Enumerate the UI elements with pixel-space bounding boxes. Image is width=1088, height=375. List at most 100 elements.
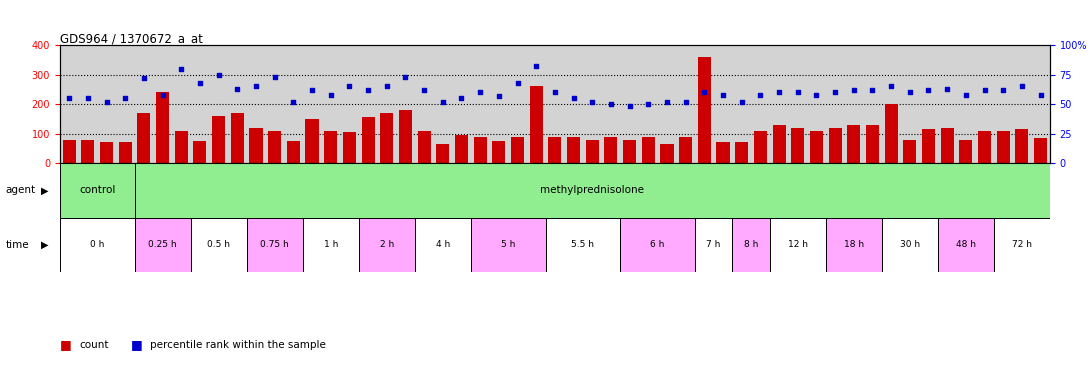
Text: ▶: ▶ [41,240,49,250]
Point [285,99,302,105]
Point [845,87,863,93]
Text: 0.25 h: 0.25 h [148,240,177,249]
Bar [604,136,618,163]
Text: 48 h: 48 h [956,240,976,249]
Bar [380,113,393,163]
Point [304,87,321,93]
Bar [361,117,374,163]
Point [98,99,115,105]
Point [135,75,152,81]
Point [827,89,844,95]
Point [583,99,601,105]
Bar [415,217,471,272]
Bar [302,217,359,272]
Bar [492,141,505,163]
Bar [772,125,786,163]
Bar [885,104,898,163]
Point [695,89,713,95]
Bar [941,128,954,163]
Bar [585,140,598,163]
Bar [732,217,769,272]
Bar [455,135,468,163]
Bar [471,217,545,272]
Text: control: control [79,185,115,195]
Bar [848,125,861,163]
Point [453,95,470,101]
Bar [60,163,135,218]
Point [677,99,694,105]
Bar [791,128,804,163]
Bar [530,86,543,163]
Bar [769,217,826,272]
Point [901,89,918,95]
Point [864,87,881,93]
Text: 8 h: 8 h [744,240,758,249]
Bar [436,144,449,163]
Point [752,92,769,98]
Bar [287,141,300,163]
Text: 7 h: 7 h [706,240,721,249]
Point [976,87,993,93]
Bar [623,140,636,163]
Text: ■: ■ [131,339,143,351]
Bar [1034,138,1047,163]
Bar [190,217,247,272]
Bar [194,141,207,163]
Point [658,99,676,105]
Bar [809,130,823,163]
Bar [60,217,135,272]
Point [247,83,264,89]
Point [565,95,582,101]
Bar [359,217,415,272]
Text: 5 h: 5 h [500,240,516,249]
Text: methylprednisolone: methylprednisolone [541,185,644,195]
Bar [511,136,524,163]
Bar [175,130,188,163]
Point [770,89,788,95]
Text: 2 h: 2 h [380,240,394,249]
Text: 6 h: 6 h [651,240,665,249]
Bar [137,113,150,163]
Text: 0.5 h: 0.5 h [207,240,231,249]
Bar [997,130,1010,163]
Bar [473,136,486,163]
Point [528,63,545,69]
Point [116,95,134,101]
Point [546,89,564,95]
Text: ▶: ▶ [41,185,49,195]
Text: count: count [79,340,109,350]
Point [807,92,825,98]
Text: 0.75 h: 0.75 h [260,240,289,249]
Point [416,87,433,93]
Bar [642,136,655,163]
Text: 12 h: 12 h [788,240,807,249]
Bar [960,140,973,163]
Text: 72 h: 72 h [1012,240,1031,249]
Bar [249,128,262,163]
Bar [754,130,767,163]
Bar [247,217,302,272]
Point [471,89,489,95]
Text: 5.5 h: 5.5 h [571,240,594,249]
Bar [324,130,337,163]
Point [210,72,227,78]
Bar [1015,129,1028,163]
Bar [343,132,356,163]
Point [153,92,171,98]
Point [603,101,620,107]
Point [789,89,806,95]
Bar [82,140,95,163]
Bar [268,130,281,163]
Point [378,83,395,89]
Bar [826,217,881,272]
Point [939,86,956,92]
Point [228,86,246,92]
Text: 4 h: 4 h [435,240,450,249]
Text: 30 h: 30 h [900,240,919,249]
Point [640,101,657,107]
Point [733,99,751,105]
Bar [695,217,732,272]
Point [397,74,415,80]
Text: 1 h: 1 h [323,240,338,249]
Point [621,104,639,110]
